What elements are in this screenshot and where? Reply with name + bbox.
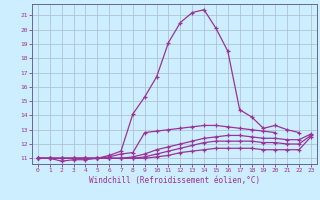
X-axis label: Windchill (Refroidissement éolien,°C): Windchill (Refroidissement éolien,°C) (89, 176, 260, 185)
